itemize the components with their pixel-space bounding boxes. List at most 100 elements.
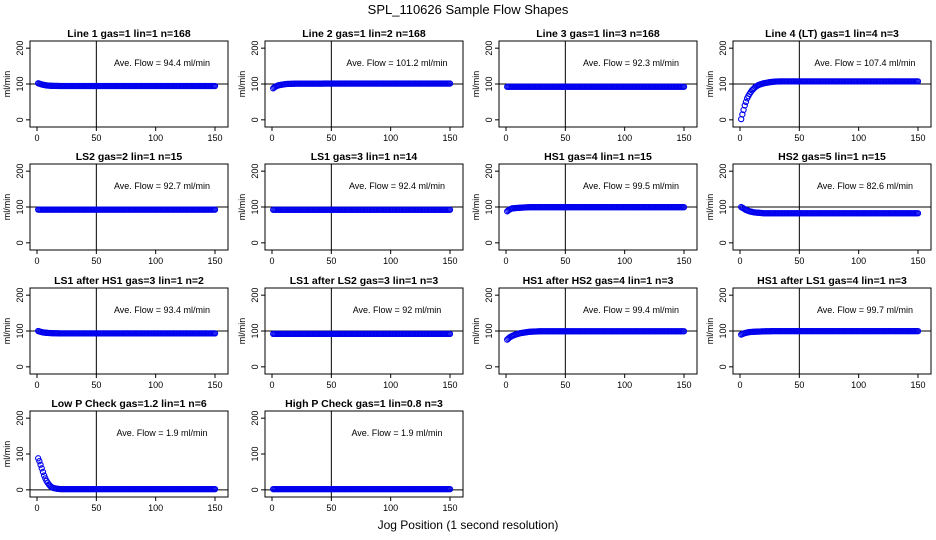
x-tick-label: 100 — [851, 380, 866, 390]
y-tick-label: 200 — [15, 41, 25, 56]
x-tick-label: 50 — [794, 380, 804, 390]
y-axis-label: ml/min — [705, 318, 715, 345]
x-tick-label: 150 — [442, 380, 457, 390]
data-points — [270, 486, 454, 493]
x-tick-label: 150 — [910, 380, 925, 390]
panel-title: HS1 gas=4 lin=1 n=15 — [544, 151, 652, 163]
ave-flow-annotation: Ave. Flow = 93.4 ml/min — [114, 305, 210, 315]
panel-6: LS1 gas=3 lin=1 n=14 0 50 100 150 0 100 200 ml/m… — [237, 151, 464, 266]
y-tick-label: 100 — [15, 76, 25, 91]
x-tick-label: 100 — [383, 133, 398, 143]
panel-9: LS1 after HS1 gas=3 lin=1 n=2 0 50 100 150 0 1… — [2, 275, 229, 390]
y-tick-label: 200 — [718, 164, 728, 179]
y-axis-label: ml/min — [2, 441, 12, 468]
y-tick-label: 0 — [15, 487, 25, 492]
x-tick-label: 0 — [737, 256, 742, 266]
y-tick-label: 200 — [250, 41, 260, 56]
data-points — [504, 204, 688, 215]
x-tick-label: 100 — [148, 503, 163, 513]
y-tick-label: 200 — [484, 41, 494, 56]
y-tick-label: 100 — [484, 323, 494, 338]
figure-title: SPL_110626 Sample Flow Shapes — [367, 2, 569, 17]
data-points — [738, 203, 922, 217]
y-tick-label: 100 — [15, 323, 25, 338]
y-tick-label: 0 — [250, 487, 260, 492]
panel-14: High P Check gas=1 lin=0.8 n=3 0 50 100 150 0… — [250, 398, 464, 513]
x-tick-label: 100 — [383, 503, 398, 513]
panel-2: Line 2 gas=1 lin=2 n=168 0 50 100 150 0 100 200… — [237, 28, 464, 143]
x-tick-label: 150 — [207, 503, 222, 513]
x-tick-label: 50 — [326, 256, 336, 266]
x-tick-label: 100 — [148, 133, 163, 143]
ave-flow-annotation: Ave. Flow = 99.7 ml/min — [817, 305, 913, 315]
y-tick-label: 200 — [15, 164, 25, 179]
y-tick-label: 100 — [250, 446, 260, 461]
panel-13: Low P Check gas=1.2 lin=1 n=6 0 50 100 150 0 1… — [2, 398, 229, 513]
panel-title: LS2 gas=2 lin=1 n=15 — [76, 151, 183, 163]
x-tick-label: 100 — [383, 256, 398, 266]
x-tick-label: 150 — [910, 256, 925, 266]
panel-title: LS1 after LS2 gas=3 lin=1 n=3 — [290, 275, 439, 287]
x-tick-label: 50 — [91, 380, 101, 390]
panel-4: Line 4 (LT) gas=1 lin=4 n=3 0 50 100 150 0 100… — [705, 28, 932, 143]
data-point — [914, 327, 922, 335]
data-points — [35, 206, 219, 213]
panel-5: LS2 gas=2 lin=1 n=15 0 50 100 150 0 100 200 ml/m… — [2, 151, 229, 266]
y-tick-label: 100 — [250, 199, 260, 214]
x-tick-label: 100 — [383, 380, 398, 390]
x-tick-label: 0 — [503, 380, 508, 390]
x-tick-label: 0 — [503, 256, 508, 266]
data-point — [446, 80, 454, 87]
ave-flow-annotation: Ave. Flow = 92.3 ml/min — [583, 58, 679, 68]
panel-title: HS1 after HS2 gas=4 lin=1 n=3 — [523, 275, 674, 287]
ave-flow-annotation: Ave. Flow = 92.4 ml/min — [349, 181, 445, 191]
data-point — [211, 330, 219, 337]
ave-flow-annotation: Ave. Flow = 92 ml/min — [353, 305, 442, 315]
panel-title: LS1 gas=3 lin=1 n=14 — [311, 151, 418, 163]
x-tick-label: 50 — [326, 133, 336, 143]
x-tick-label: 50 — [326, 380, 336, 390]
x-tick-label: 50 — [560, 133, 570, 143]
y-tick-label: 0 — [718, 240, 728, 245]
x-tick-label: 150 — [207, 256, 222, 266]
ave-flow-annotation: Ave. Flow = 92.7 ml/min — [114, 181, 210, 191]
y-tick-label: 200 — [484, 288, 494, 303]
panel-3: Line 3 gas=1 lin=3 n=168 0 50 100 150 0 100 200… — [471, 28, 698, 143]
x-tick-label: 150 — [442, 133, 457, 143]
y-axis-label: ml/min — [2, 194, 12, 221]
data-point — [680, 83, 688, 90]
x-tick-label: 150 — [676, 133, 691, 143]
x-tick-label: 150 — [676, 256, 691, 266]
y-tick-label: 0 — [484, 364, 494, 369]
data-point — [39, 468, 47, 476]
panel-10: LS1 after LS2 gas=3 lin=1 n=3 0 50 100 150 0 1… — [237, 275, 464, 390]
panel-title: Line 3 gas=1 lin=3 n=168 — [536, 28, 660, 40]
ave-flow-annotation: Ave. Flow = 99.4 ml/min — [583, 305, 679, 315]
x-tick-label: 0 — [269, 503, 274, 513]
y-axis-label: ml/min — [471, 318, 481, 345]
data-point — [741, 102, 748, 109]
y-axis-label: ml/min — [705, 194, 715, 221]
y-tick-label: 0 — [718, 364, 728, 369]
data-point — [914, 78, 922, 85]
x-tick-label: 100 — [148, 380, 163, 390]
x-tick-label: 0 — [269, 256, 274, 266]
x-tick-label: 150 — [442, 503, 457, 513]
x-tick-label: 150 — [207, 133, 222, 143]
data-point — [37, 461, 44, 468]
y-tick-label: 0 — [250, 364, 260, 369]
x-tick-label: 50 — [91, 503, 101, 513]
x-tick-label: 0 — [737, 380, 742, 390]
figure-x-label: Jog Position (1 second resolution) — [377, 518, 559, 532]
data-points — [738, 78, 922, 123]
y-tick-label: 200 — [15, 411, 25, 426]
y-tick-label: 0 — [718, 117, 728, 122]
x-tick-label: 150 — [442, 256, 457, 266]
panel-title: Line 4 (LT) gas=1 lin=4 n=3 — [765, 28, 899, 40]
y-axis-label: ml/min — [471, 71, 481, 98]
x-tick-label: 50 — [91, 133, 101, 143]
data-points — [270, 80, 454, 92]
x-tick-label: 100 — [617, 380, 632, 390]
